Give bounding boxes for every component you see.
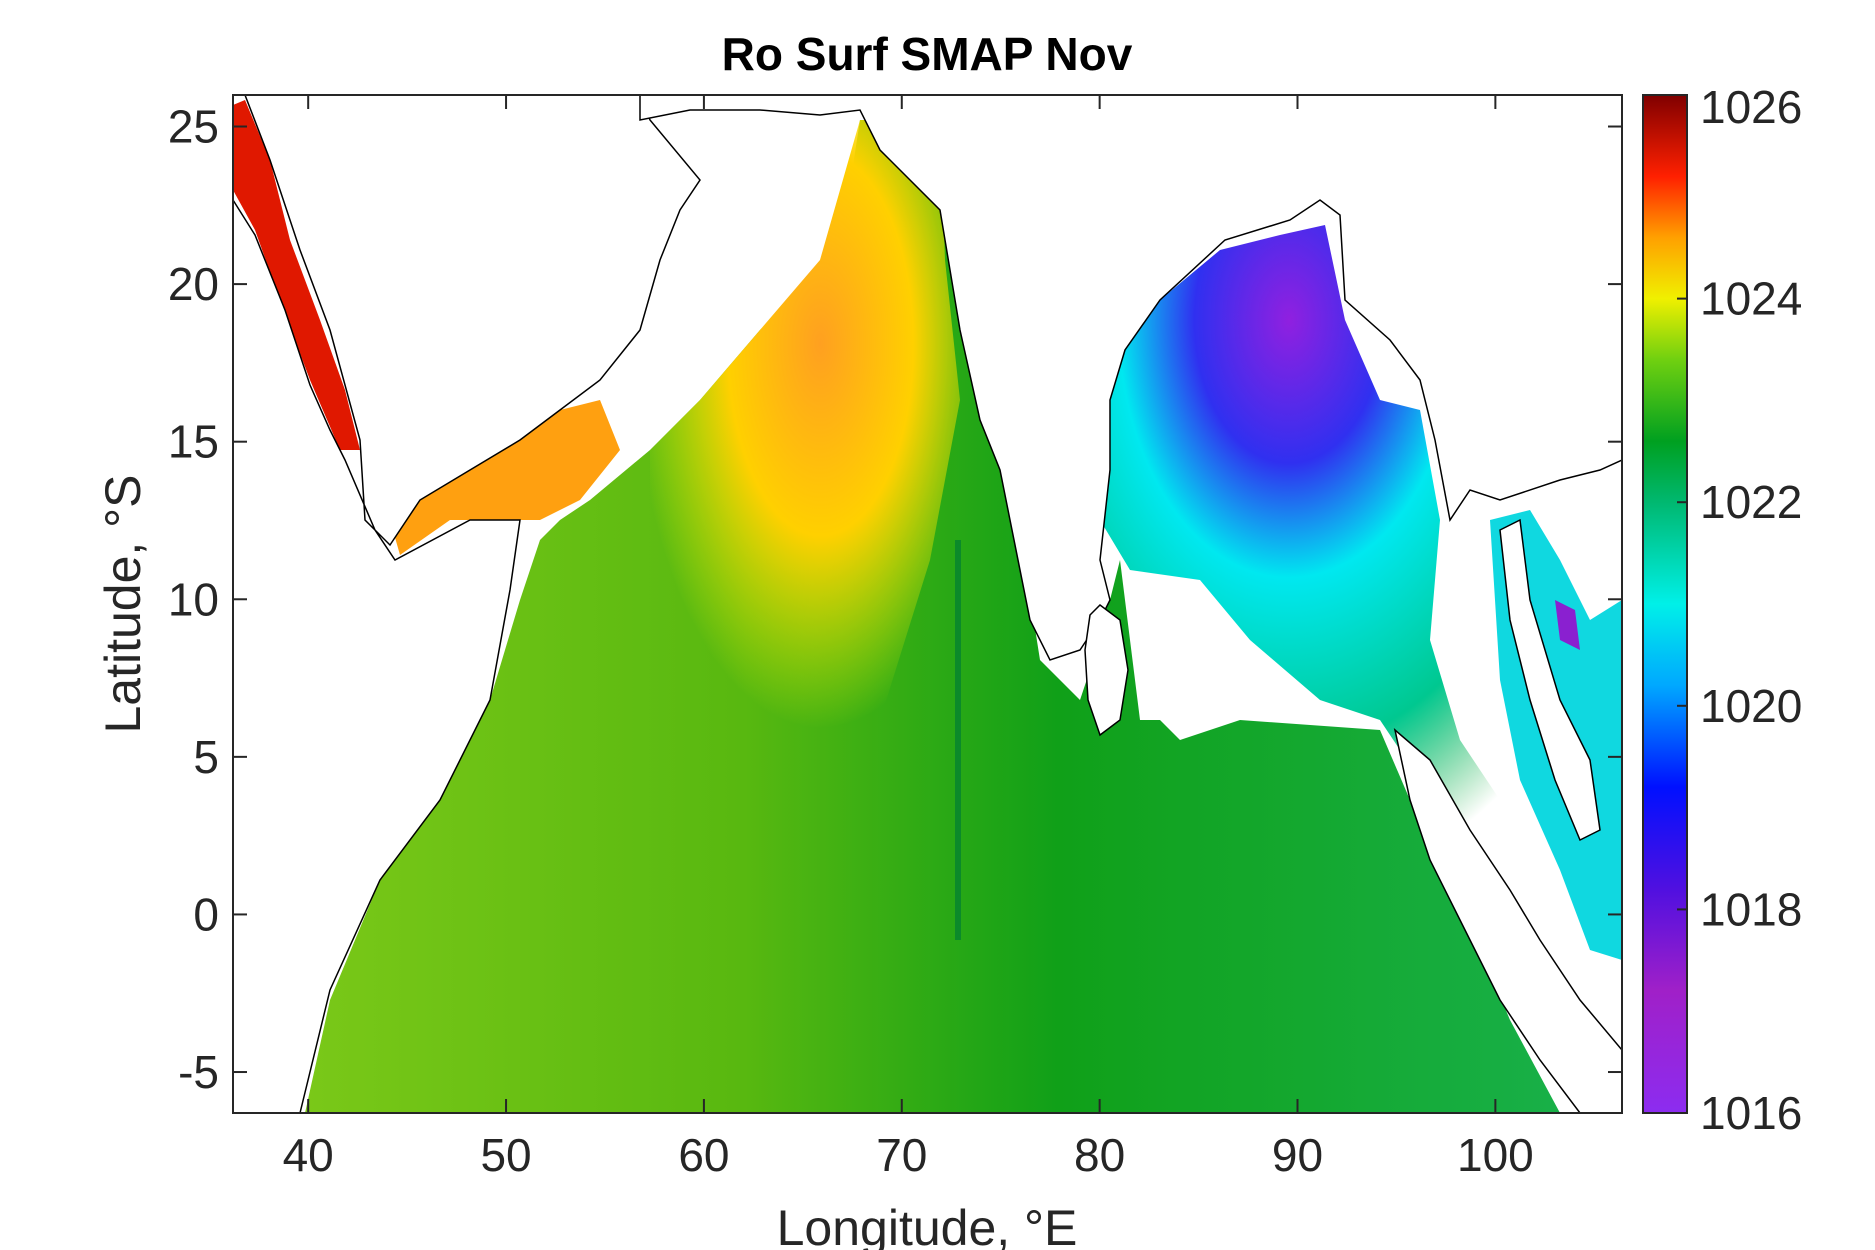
y-tick-label: 10: [168, 573, 219, 625]
gulf-of-aden: [390, 400, 620, 555]
y-axis-label: Latitude, °S: [95, 474, 151, 733]
colorbar-tick-label: 1020: [1700, 680, 1802, 732]
y-tick-label: 5: [193, 731, 219, 783]
colorbar-fill: [1642, 94, 1688, 1114]
colorbar-ticks: 1026 1024 1022 1020 1018 1016: [1677, 81, 1802, 1139]
y-tick-label: 15: [168, 416, 219, 468]
y-tick-label: -5: [178, 1046, 219, 1098]
land-india: [639, 95, 1622, 661]
colorbar-tick-label: 1024: [1700, 273, 1802, 325]
y-tick-label: 20: [168, 258, 219, 310]
y-axis-ticks: 25 20 15 10 5 0 -5: [168, 101, 1622, 1098]
axes-frame: [232, 94, 1623, 1114]
colorbar-tick-label: 1018: [1700, 883, 1802, 935]
x-tick-label: 80: [1074, 1129, 1125, 1181]
maldives-column: [955, 540, 961, 940]
x-tick-label: 50: [480, 1129, 531, 1181]
x-tick-label: 100: [1457, 1129, 1534, 1181]
x-axis-label: Longitude, °E: [777, 1200, 1078, 1250]
colorbar-tick-label: 1026: [1700, 81, 1802, 133]
y-tick-label: 0: [193, 888, 219, 940]
x-tick-label: 40: [283, 1129, 334, 1181]
colorbar-tick-label: 1016: [1700, 1087, 1802, 1139]
arabian-sea-warm: [650, 120, 960, 760]
red-sea: [233, 100, 360, 450]
x-tick-label: 70: [876, 1129, 927, 1181]
colorbar: 1026 1024 1022 1020 1018 1016: [1642, 81, 1802, 1139]
plot-area: [233, 95, 1622, 1113]
y-tick-label: 25: [168, 101, 219, 153]
ocean-field: [305, 120, 1560, 1113]
land-malay-peninsula: [1499, 518, 1601, 842]
land-sri-lanka: [1084, 604, 1129, 737]
x-axis-ticks: 40 50 60 70 80 90 100: [283, 95, 1534, 1181]
land-sumatra-malaysia: [1393, 727, 1622, 1113]
andaman-purple: [1555, 600, 1580, 650]
bay-of-bengal: [1100, 225, 1520, 860]
colorbar-tick-label: 1022: [1700, 476, 1802, 528]
x-tick-label: 60: [678, 1129, 729, 1181]
chart-title: Ro Surf SMAP Nov: [722, 28, 1133, 80]
x-tick-label: 90: [1272, 1129, 1323, 1181]
